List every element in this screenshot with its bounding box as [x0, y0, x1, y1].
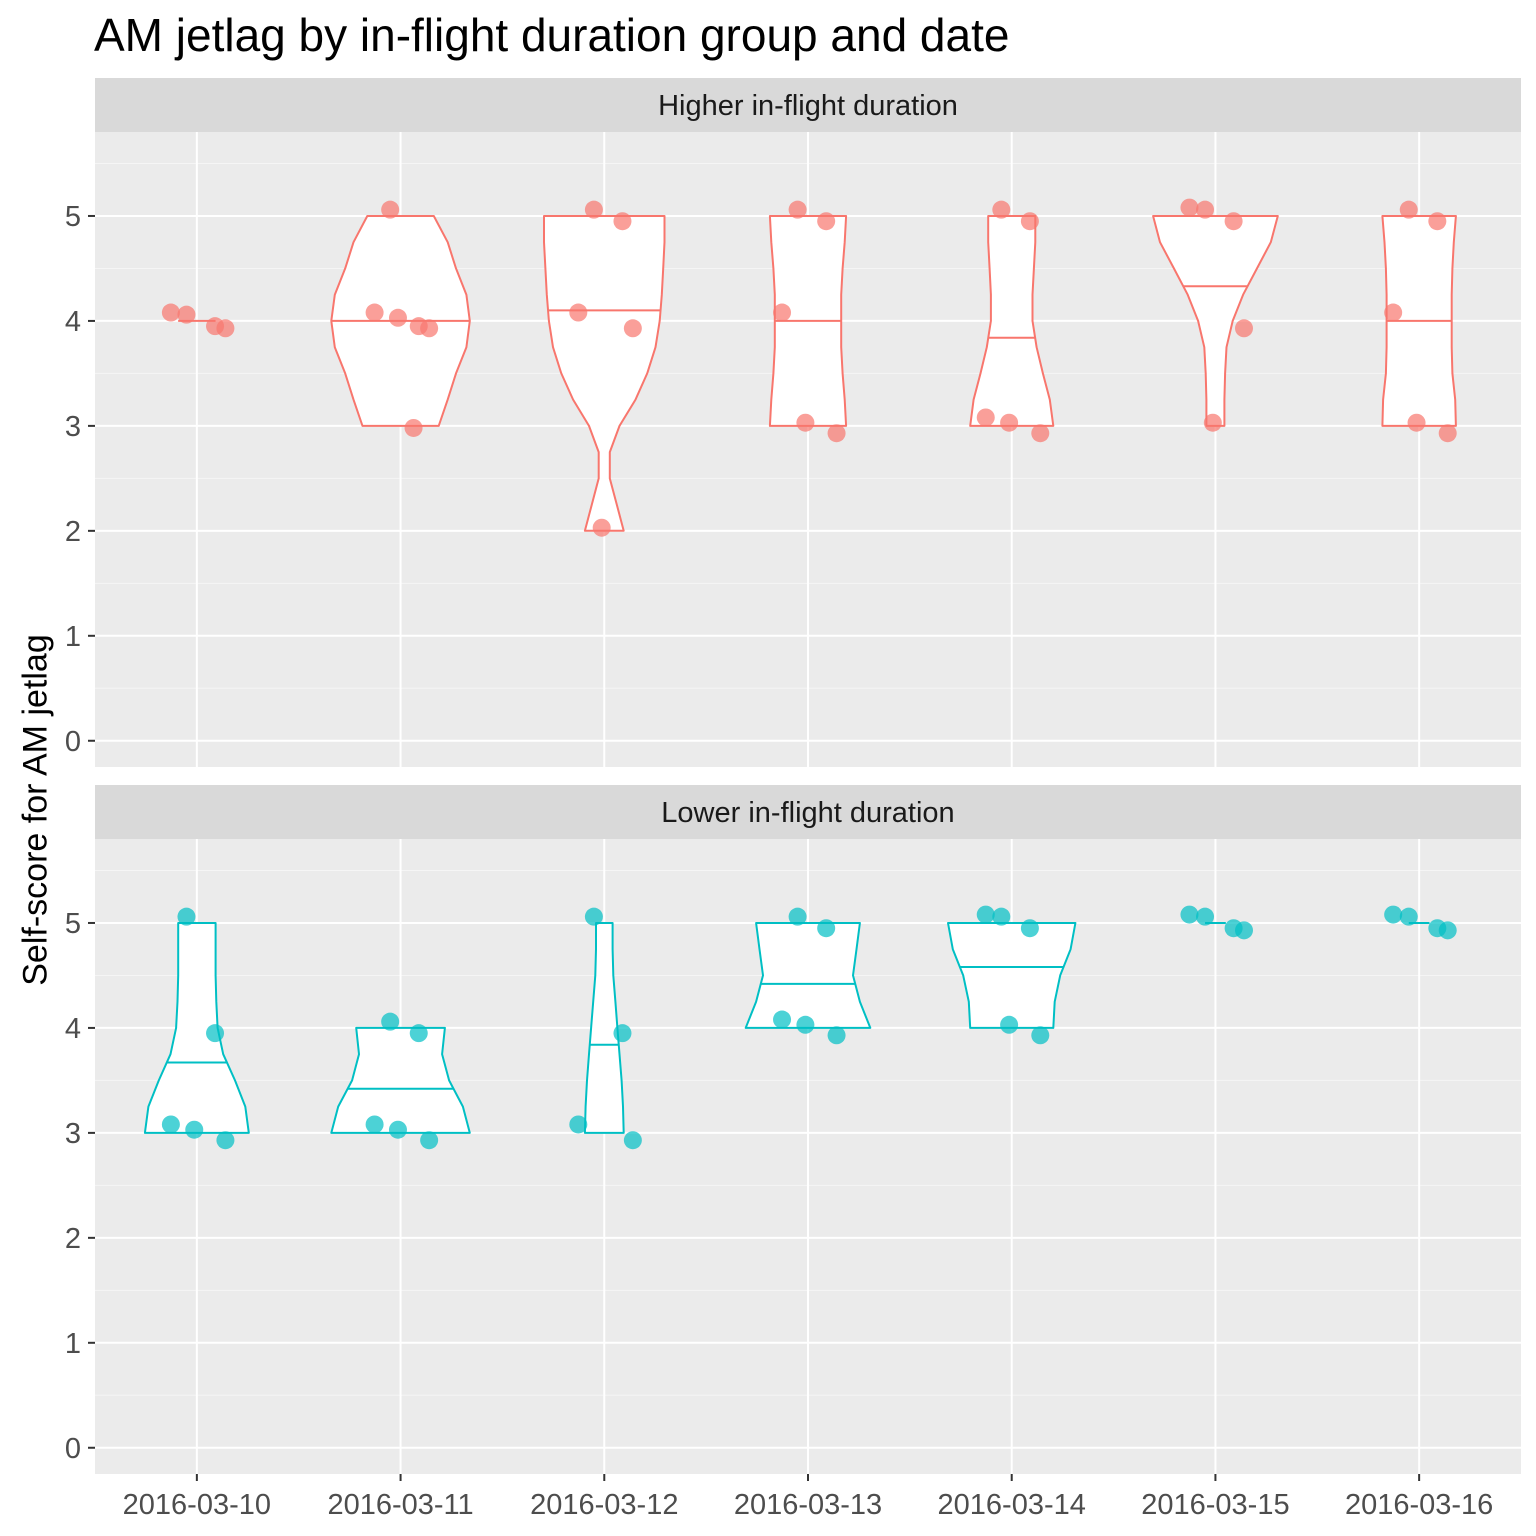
data-point: [1438, 424, 1457, 443]
data-point: [1384, 905, 1403, 924]
x-tick-label: 2016-03-13: [734, 1489, 882, 1521]
data-point: [1203, 413, 1222, 432]
facet-strip-label: Higher in-flight duration: [658, 90, 958, 122]
x-tick-label: 2016-03-10: [123, 1489, 271, 1521]
data-point: [206, 1024, 225, 1043]
data-point: [569, 303, 588, 322]
data-point: [584, 907, 603, 926]
data-point: [623, 1131, 642, 1150]
data-point: [185, 1120, 204, 1139]
data-point: [788, 200, 807, 219]
data-point: [1180, 905, 1199, 924]
violin: [543, 215, 666, 532]
data-point: [613, 212, 632, 231]
y-tick-label: 3: [65, 1118, 81, 1150]
chart-title: AM jetlag by in-flight duration group an…: [94, 9, 1010, 61]
x-tick-label: 2016-03-15: [1141, 1489, 1289, 1521]
data-point: [1180, 198, 1199, 217]
facet-strip: [95, 785, 1521, 839]
data-point: [381, 200, 400, 219]
data-point: [1234, 319, 1253, 338]
data-point: [1234, 921, 1253, 940]
x-tick-label: 2016-03-11: [327, 1489, 473, 1521]
x-tick-label: 2016-03-16: [1345, 1489, 1493, 1521]
y-tick-label: 3: [65, 411, 81, 443]
data-point: [388, 1120, 407, 1139]
x-tick-label: 2016-03-12: [530, 1489, 678, 1521]
data-point: [1000, 1015, 1019, 1034]
data-point: [788, 907, 807, 926]
y-tick-label: 1: [65, 621, 81, 653]
data-point: [420, 1131, 439, 1150]
data-point: [592, 518, 611, 537]
data-point: [177, 305, 196, 324]
violin: [947, 922, 1077, 1029]
data-point: [177, 907, 196, 926]
y-tick-label: 2: [65, 1223, 81, 1255]
data-point: [216, 319, 235, 338]
data-point: [976, 905, 995, 924]
data-point: [1399, 907, 1418, 926]
facet-strip-label: Lower in-flight duration: [661, 797, 954, 829]
y-axis-label: Self-score for AM jetlag: [16, 634, 55, 986]
data-point: [976, 408, 995, 427]
data-point: [827, 1026, 846, 1045]
data-point: [161, 303, 180, 322]
y-tick-label: 4: [65, 1013, 81, 1045]
data-point: [1438, 921, 1457, 940]
data-point: [613, 1024, 632, 1043]
violin: [330, 1026, 471, 1134]
data-point: [817, 212, 836, 231]
data-point: [1196, 907, 1215, 926]
data-point: [365, 1115, 384, 1134]
y-tick-label: 4: [65, 306, 81, 338]
data-point: [569, 1115, 588, 1134]
data-point: [796, 413, 815, 432]
y-tick-label: 2: [65, 516, 81, 548]
data-point: [420, 319, 439, 338]
data-point: [992, 907, 1011, 926]
data-point: [1031, 424, 1050, 443]
data-point: [365, 303, 384, 322]
data-point: [161, 1115, 180, 1134]
x-tick-label: 2016-03-14: [938, 1489, 1086, 1521]
data-point: [381, 1012, 400, 1031]
y-tick-label: 1: [65, 1328, 81, 1360]
violin: [1152, 215, 1279, 427]
data-point: [623, 319, 642, 338]
data-point: [827, 424, 846, 443]
y-tick-label: 5: [65, 908, 81, 940]
panel-higher: Higher in-flight duration 0 1 2 3 4 5: [65, 78, 1521, 767]
data-point: [992, 200, 1011, 219]
data-point: [1224, 212, 1243, 231]
data-point: [817, 919, 836, 938]
data-point: [773, 303, 792, 322]
data-point: [409, 1024, 428, 1043]
data-point: [584, 200, 603, 219]
data-point: [1428, 212, 1447, 231]
violin: [969, 215, 1055, 427]
data-point: [404, 418, 423, 437]
y-tick-label: 0: [65, 726, 81, 758]
panel-lower: Lower in-flight duration 0 1 2 3 4 5: [65, 785, 1521, 1474]
data-point: [1031, 1026, 1050, 1045]
data-point: [216, 1131, 235, 1150]
data-point: [796, 1015, 815, 1034]
y-tick-label: 0: [65, 1433, 81, 1465]
data-point: [773, 1010, 792, 1029]
y-tick-label: 5: [65, 201, 81, 233]
data-point: [1000, 413, 1019, 432]
data-point: [1020, 212, 1039, 231]
data-point: [1020, 919, 1039, 938]
data-point: [1196, 200, 1215, 219]
facet-strip: [95, 78, 1521, 132]
data-point: [1399, 200, 1418, 219]
data-point: [1384, 303, 1403, 322]
violin: [744, 922, 872, 1029]
data-point: [1407, 413, 1426, 432]
data-point: [388, 308, 407, 327]
violin: [143, 922, 250, 1134]
